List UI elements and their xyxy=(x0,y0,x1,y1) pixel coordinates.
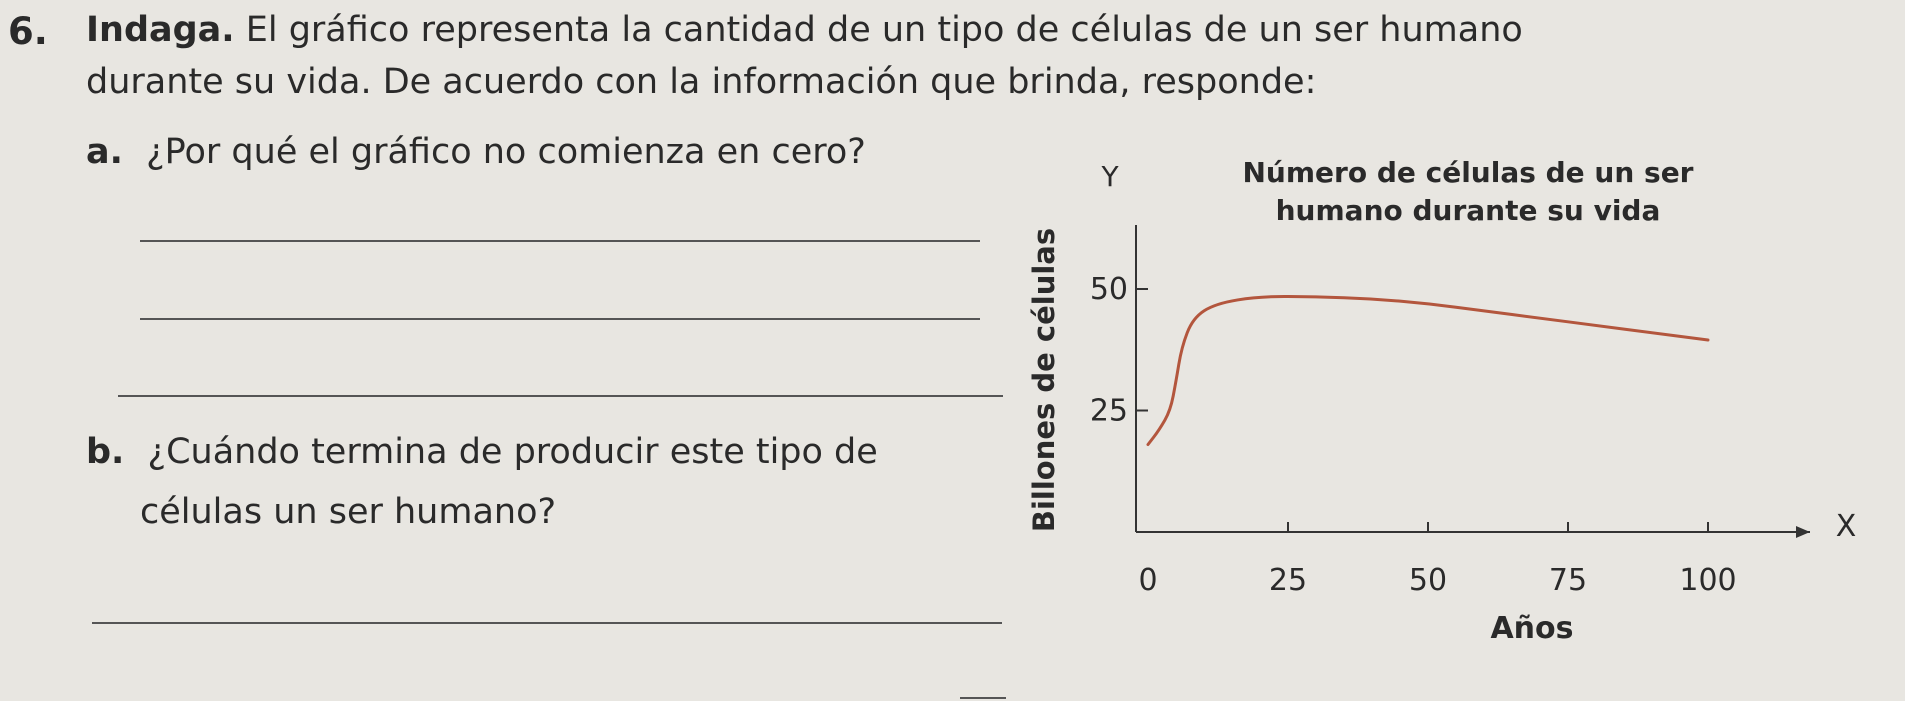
answer-line-b-2[interactable] xyxy=(960,697,1006,699)
y-axis-label: Billones de células xyxy=(1027,228,1061,532)
x-tick-label-75: 75 xyxy=(1549,563,1587,598)
y-tick-label-25: 25 xyxy=(1090,394,1128,429)
y-ticks: 25 50 xyxy=(1090,272,1148,429)
item-a: a. ¿Por qué el gráfico no comienza en ce… xyxy=(86,132,866,172)
answer-line-a-3[interactable] xyxy=(118,395,1003,397)
x-ticks: 0 25 50 75 100 xyxy=(1138,522,1737,598)
item-b-text-1: ¿Cuándo termina de producir este tipo de xyxy=(147,432,878,472)
y-axis-letter: Y xyxy=(1100,160,1119,193)
answer-line-b-1[interactable] xyxy=(92,622,1002,624)
question-keyword: Indaga. xyxy=(86,10,235,50)
answer-line-a-1[interactable] xyxy=(140,240,980,242)
question-number: 6. xyxy=(8,10,48,53)
x-tick-label-0: 0 xyxy=(1138,563,1157,598)
y-tick-label-50: 50 xyxy=(1090,272,1128,307)
answer-line-a-2[interactable] xyxy=(140,318,980,320)
x-axis-arrow xyxy=(1796,526,1810,538)
item-a-letter: a. xyxy=(86,132,123,172)
x-tick-label-25: 25 xyxy=(1269,563,1307,598)
x-axis-label: Años xyxy=(1490,611,1573,646)
question-intro-text-1: El gráfico representa la cantidad de un … xyxy=(245,10,1523,50)
item-b-text-2: células un ser humano? xyxy=(140,492,557,532)
series-layer xyxy=(1146,295,1710,447)
item-a-text: ¿Por qué el gráfico no comienza en cero? xyxy=(146,132,866,172)
chart-title-line-2: humano durante su vida xyxy=(1276,194,1661,227)
x-tick-label-100: 100 xyxy=(1679,563,1736,598)
question-intro-line-1: Indaga. El gráfico representa la cantida… xyxy=(86,10,1523,50)
x-tick-label-50: 50 xyxy=(1409,563,1447,598)
x-axis-letter: X xyxy=(1836,509,1857,544)
question-intro-line-2: durante su vida. De acuerdo con la infor… xyxy=(86,62,1317,102)
series-line-0 xyxy=(1146,295,1710,447)
item-b: b. ¿Cuándo termina de producir este tipo… xyxy=(86,432,878,472)
item-b-letter: b. xyxy=(86,432,125,472)
chart-title-line-1: Número de células de un ser xyxy=(1243,156,1694,189)
